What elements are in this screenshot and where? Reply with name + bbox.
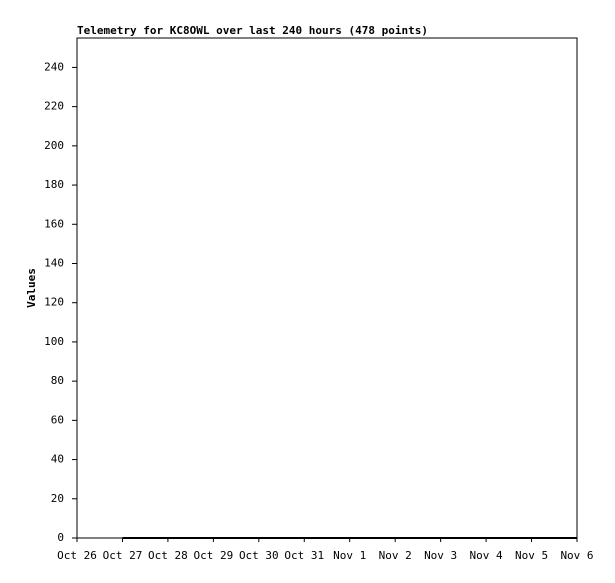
x-tick-label: Nov 6 (560, 549, 593, 562)
x-tick-label: Oct 29 (193, 549, 233, 562)
plot-frame (76, 37, 578, 539)
x-tick-label: Oct 31 (284, 549, 324, 562)
y-tick-label: 80 (51, 374, 64, 387)
y-tick-label: 20 (51, 492, 64, 505)
y-tick-label: 220 (44, 100, 64, 113)
x-tick-label: Nov 3 (424, 549, 457, 562)
x-tick-label: Nov 5 (515, 549, 548, 562)
x-tick-label: Nov 1 (333, 549, 366, 562)
x-tick-label: Oct 26 (57, 549, 97, 562)
x-tick-label: Nov 4 (470, 549, 503, 562)
y-tick-label: 240 (44, 60, 64, 73)
y-tick-label: 120 (44, 296, 64, 309)
x-tick-label: Oct 28 (148, 549, 188, 562)
y-tick-label: 180 (44, 178, 64, 191)
y-tick-label: 40 (51, 453, 64, 466)
y-tick-label: 0 (57, 531, 64, 544)
y-tick-label: 160 (44, 217, 64, 230)
x-tick-label: Oct 30 (239, 549, 279, 562)
y-tick-label: 140 (44, 256, 64, 269)
y-tick-label: 100 (44, 335, 64, 348)
y-tick-label: 60 (51, 413, 64, 426)
y-tick-label: 200 (44, 139, 64, 152)
x-tick-label: Nov 2 (379, 549, 412, 562)
y-axis-label: Values (25, 268, 38, 308)
x-tick-label: Oct 27 (103, 549, 143, 562)
chart-title: Telemetry for KC8OWL over last 240 hours… (77, 24, 428, 37)
